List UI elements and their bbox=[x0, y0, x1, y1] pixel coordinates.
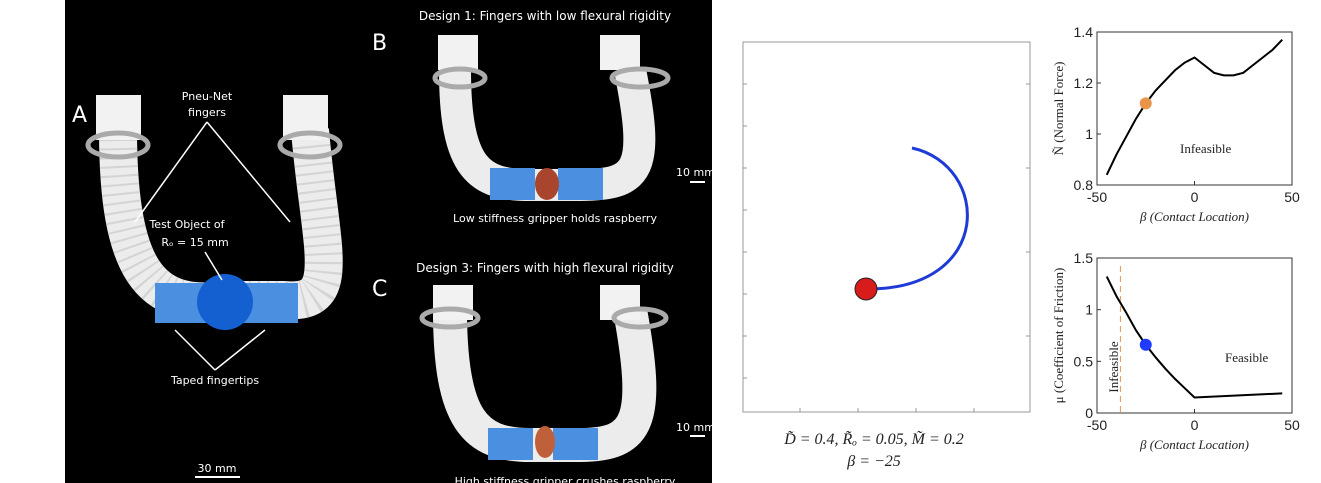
marker bbox=[1139, 338, 1152, 351]
y-tick-label: 1 bbox=[1085, 126, 1093, 142]
annotation: Pneu-Net bbox=[182, 90, 233, 103]
x-tick-label: 50 bbox=[1284, 417, 1300, 433]
divider bbox=[712, 0, 722, 483]
y-tick-label: 0.5 bbox=[1074, 353, 1094, 369]
heading: Design 1: Fingers with low flexural rigi… bbox=[419, 9, 671, 23]
gripper-c bbox=[419, 285, 705, 462]
annotation: Infeasible bbox=[1180, 141, 1231, 156]
annotation: Test Object of bbox=[148, 218, 225, 231]
annotation: Rₒ = 15 mm bbox=[161, 236, 228, 249]
marker bbox=[1139, 97, 1152, 110]
x-tick-label: -50 bbox=[1087, 189, 1107, 205]
annotation: fingers bbox=[188, 106, 226, 119]
annotation: Taped fingertips bbox=[170, 374, 259, 387]
scale-label: 10 mm bbox=[676, 421, 715, 434]
x-tick-label: 0 bbox=[1191, 417, 1199, 433]
object bbox=[854, 277, 878, 301]
heading: Design 3: Fingers with high flexural rig… bbox=[416, 261, 674, 275]
gripper-b bbox=[432, 35, 705, 201]
plot-frame bbox=[1096, 31, 1293, 186]
simulation-frame bbox=[742, 41, 1031, 413]
annotation: Infeasible bbox=[1106, 341, 1121, 392]
photo-background bbox=[65, 0, 712, 483]
x-tick-label: 0 bbox=[1191, 189, 1199, 205]
y-tick-label: 1.5 bbox=[1074, 250, 1094, 266]
params: D̃ = 0.4, R̃ₒ = 0.05, M̃ = 0.2 bbox=[783, 430, 964, 448]
annotation: Feasible bbox=[1225, 350, 1269, 365]
y-axis-label: Ñ (Normal Force) bbox=[1051, 62, 1066, 156]
plot-frame bbox=[1096, 257, 1293, 414]
scale-label: 30 mm bbox=[198, 462, 237, 475]
curve bbox=[1105, 276, 1283, 399]
finger-curve bbox=[865, 146, 969, 291]
x-axis-label: β (Contact Location) bbox=[1139, 209, 1249, 224]
caption: Low stiffness gripper holds raspberry bbox=[453, 212, 657, 225]
panel-label: C bbox=[372, 277, 387, 302]
y-tick-label: 0 bbox=[1085, 405, 1093, 421]
y-tick-label: 0.8 bbox=[1074, 177, 1094, 193]
scale-label: 10 mm bbox=[676, 166, 715, 179]
x-tick-label: -50 bbox=[1087, 417, 1107, 433]
y-tick-label: 1.2 bbox=[1074, 75, 1094, 91]
panel-label: B bbox=[372, 31, 387, 56]
x-tick-label: 50 bbox=[1284, 189, 1300, 205]
panel-label: A bbox=[72, 103, 87, 128]
curve bbox=[1105, 38, 1283, 176]
frame-ticks bbox=[743, 83, 1030, 412]
x-axis-label: β (Contact Location) bbox=[1139, 437, 1249, 452]
params: β = −25 bbox=[846, 453, 901, 470]
y-tick-label: 1.4 bbox=[1074, 24, 1094, 40]
gripper-a bbox=[85, 95, 343, 478]
caption: High stiffness gripper crushes raspberry bbox=[455, 475, 676, 483]
y-tick-label: 1 bbox=[1085, 302, 1093, 318]
y-axis-label: μ (Coefficient of Friction) bbox=[1051, 268, 1066, 404]
